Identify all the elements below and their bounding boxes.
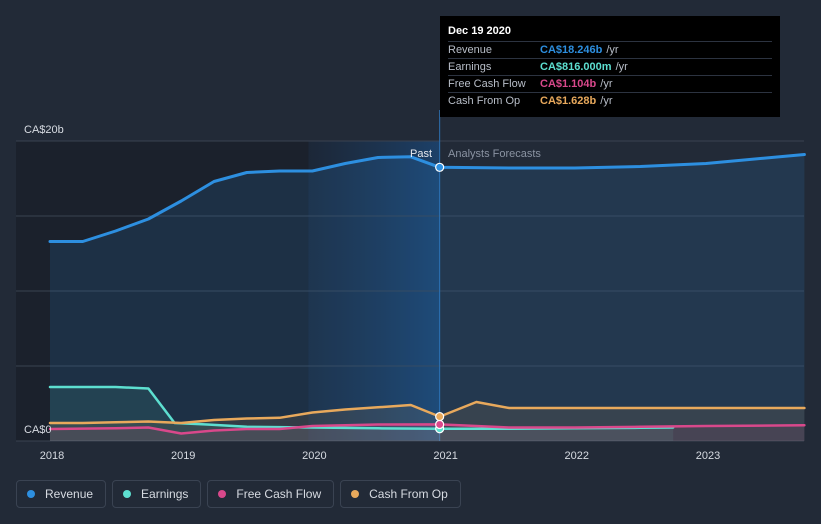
legend-item-earnings[interactable]: Earnings <box>112 480 202 508</box>
free-cash-flow-line <box>48 423 806 435</box>
tooltip-label: Free Cash Flow <box>448 78 526 90</box>
tooltip-row-cash-from-op: Cash From Op CA$1.628b /yr <box>448 92 772 109</box>
tooltip-unit: /yr <box>606 44 619 56</box>
revenue-marker <box>435 162 445 172</box>
tooltip-label: Earnings <box>448 61 492 73</box>
y-axis-top-label: CA$20b <box>24 124 64 136</box>
tooltip-label: Cash From Op <box>448 95 521 107</box>
x-tick-label: 2020 <box>302 450 326 462</box>
legend-label: Revenue <box>45 487 94 501</box>
series-areas <box>50 154 805 441</box>
revenue-line <box>48 153 806 243</box>
legend-dot-icon <box>218 490 227 498</box>
cash-from-op-line <box>48 400 806 425</box>
axis-labels: 2018 2019 2020 2021 2022 2023 <box>40 450 720 462</box>
legend-dot-icon <box>123 490 132 498</box>
tooltip-value: CA$18.246b <box>540 44 603 56</box>
tooltip-unit: /yr <box>600 95 613 107</box>
legend-item-free-cash-flow[interactable]: Free Cash Flow <box>207 480 335 508</box>
free-cash-flow-marker <box>435 419 445 430</box>
series-lines <box>48 153 806 435</box>
forecast-label: Analysts Forecasts <box>448 148 541 160</box>
revenue-area <box>50 154 805 441</box>
tooltip-row-revenue: Revenue CA$18.246b /yr <box>448 41 772 58</box>
x-tick-label: 2022 <box>565 450 589 462</box>
y-axis-bottom-label: CA$0 <box>24 424 52 436</box>
hover-tooltip: Dec 19 2020 Revenue CA$18.246b /yr Earni… <box>440 16 780 117</box>
tooltip-value: CA$1.628b <box>540 95 597 107</box>
legend-label: Cash From Op <box>369 487 448 501</box>
earnings-area <box>50 387 674 441</box>
legend-item-revenue[interactable]: Revenue <box>16 480 107 508</box>
tooltip-row-earnings: Earnings CA$816.000m /yr <box>448 58 772 75</box>
tooltip-unit: /yr <box>615 61 628 73</box>
chart-legend: Revenue Earnings Free Cash Flow Cash Fro… <box>16 480 461 508</box>
tooltip-value: CA$816.000m <box>540 61 612 73</box>
cash-from-op-marker <box>435 411 445 422</box>
x-tick-label: 2023 <box>696 450 720 462</box>
cash-from-op-area <box>50 402 805 441</box>
legend-label: Earnings <box>141 487 189 501</box>
hover-markers <box>435 162 445 434</box>
past-label: Past <box>410 148 432 160</box>
legend-item-cash-from-op[interactable]: Cash From Op <box>340 480 461 508</box>
legend-label: Free Cash Flow <box>236 487 322 501</box>
x-tick-label: 2018 <box>40 450 64 462</box>
tooltip-value: CA$1.104b <box>540 78 597 90</box>
tooltip-row-free-cash-flow: Free Cash Flow CA$1.104b /yr <box>448 75 772 92</box>
tooltip-unit: /yr <box>600 78 613 90</box>
x-tick-label: 2021 <box>433 450 457 462</box>
x-tick-label: 2019 <box>171 450 195 462</box>
tooltip-label: Revenue <box>448 44 493 56</box>
legend-dot-icon <box>351 490 360 498</box>
tooltip-date: Dec 19 2020 <box>448 25 511 37</box>
legend-dot-icon <box>27 490 35 498</box>
